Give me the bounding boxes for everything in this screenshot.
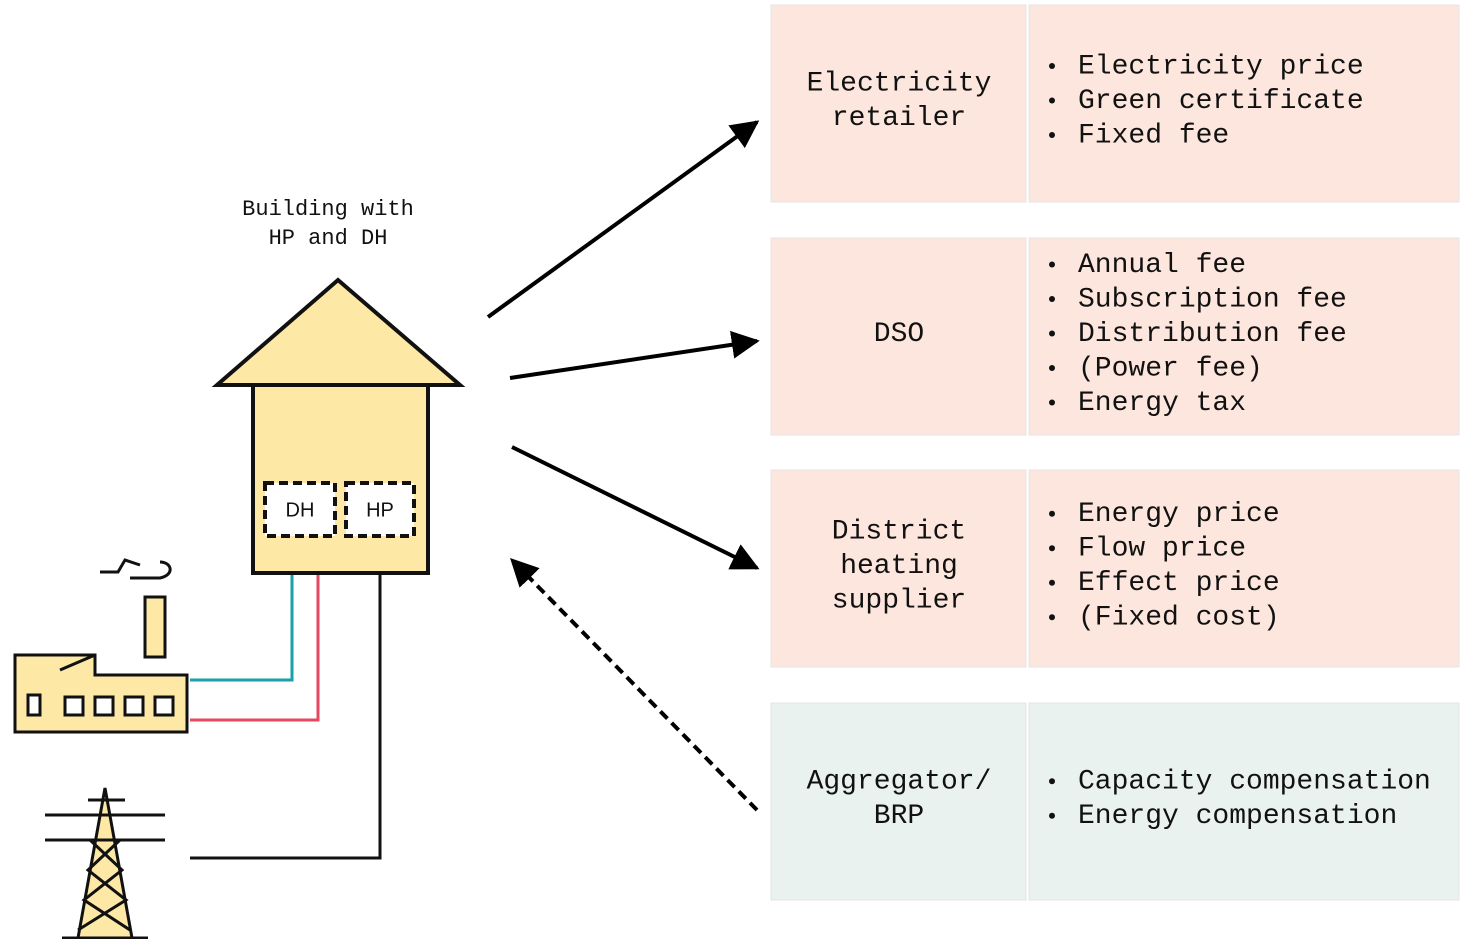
bullet — [1049, 330, 1055, 337]
actor-cell — [770, 469, 1027, 668]
items-cell — [1028, 702, 1460, 901]
bullet — [1049, 365, 1055, 371]
building-label: HP and DH — [269, 226, 388, 251]
item: Distribution fee — [1078, 319, 1347, 350]
hp-box — [344, 481, 416, 538]
actor-name: DSO — [874, 319, 924, 350]
dh-supply-line — [190, 536, 294, 682]
item: Electricity price — [1078, 51, 1364, 82]
bullet — [1049, 399, 1055, 406]
actor-name: BRP — [874, 801, 924, 832]
bullet — [1049, 296, 1055, 302]
factory-icon — [13, 558, 189, 734]
item: Effect price — [1078, 568, 1280, 599]
dh-box — [263, 481, 337, 538]
item: Subscription fee — [1078, 284, 1347, 315]
items-cell — [1028, 237, 1460, 436]
item: Green certificate — [1078, 86, 1364, 117]
arrow — [511, 445, 760, 570]
item: Capacity compensation — [1078, 767, 1431, 798]
bullet — [1049, 778, 1055, 785]
bullet — [1049, 261, 1055, 268]
dashed-arrow — [510, 558, 759, 812]
actor-cell — [770, 4, 1027, 203]
item: Energy price — [1078, 499, 1280, 530]
bullet — [1049, 614, 1055, 621]
dh-label: DH — [286, 499, 315, 521]
actor-name: heating — [840, 551, 958, 582]
bullet — [1049, 812, 1055, 819]
actor-name: Aggregator/ — [807, 767, 992, 798]
building-label: Building with — [242, 197, 414, 222]
actor-name: District — [832, 516, 966, 547]
bullet — [1049, 545, 1055, 552]
item: (Fixed cost) — [1078, 603, 1280, 634]
house-roof — [211, 277, 466, 387]
arrow — [486, 120, 760, 319]
bullet — [1049, 579, 1055, 586]
item: Fixed fee — [1078, 120, 1229, 151]
actor-cell — [770, 237, 1027, 436]
dh-return-line — [190, 536, 320, 722]
item: Energy compensation — [1078, 801, 1397, 832]
grid-line — [190, 536, 382, 860]
arrow — [509, 330, 760, 380]
actor-name: retailer — [832, 103, 966, 134]
house-body — [251, 383, 430, 575]
item: Annual fee — [1078, 250, 1246, 281]
actor-name: supplier — [832, 585, 966, 616]
actor-cell — [770, 702, 1027, 901]
bullet — [1049, 63, 1055, 69]
bullet — [1049, 97, 1055, 104]
bullet — [1049, 510, 1055, 517]
item: Energy tax — [1078, 388, 1246, 419]
item: Flow price — [1078, 534, 1246, 565]
items-cell — [1028, 469, 1460, 668]
pylon-icon — [45, 787, 165, 939]
hp-label: HP — [366, 499, 394, 521]
items-cell — [1028, 4, 1460, 203]
bullet — [1049, 132, 1055, 138]
item: (Power fee) — [1078, 353, 1263, 384]
actor-name: Electricity — [807, 69, 992, 100]
